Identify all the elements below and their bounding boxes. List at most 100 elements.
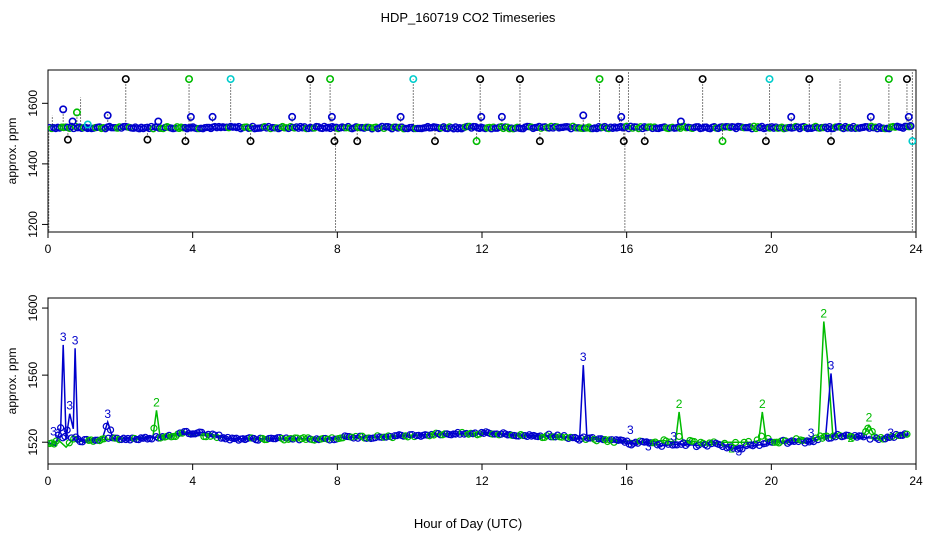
top-outlier-point <box>476 75 485 84</box>
bottom-ytick-label: 1520 <box>26 429 40 456</box>
bottom-data-point <box>682 441 690 450</box>
bottom-data-point <box>849 433 857 441</box>
bottom-data-point <box>731 438 740 447</box>
bottom-data-point <box>441 430 449 438</box>
top-xtick-label: 20 <box>765 242 779 256</box>
bottom-series-2-label: 2 <box>728 441 735 455</box>
bottom-series-3-peak-label: 3 <box>66 399 73 413</box>
top-outlier-point <box>181 137 190 146</box>
bottom-xtick-label: 20 <box>765 474 779 488</box>
top-outlier-point <box>617 112 626 121</box>
bottom-series-2-label: 2 <box>848 431 855 445</box>
top-outlier-point <box>906 122 915 131</box>
bottom-data-point <box>389 433 397 442</box>
top-outlier-point <box>246 137 255 146</box>
bottom-data-point <box>547 433 555 441</box>
top-outlier-point <box>884 75 893 84</box>
top-outlier-point <box>902 75 911 84</box>
bottom-data-point <box>827 434 835 442</box>
bottom-data-point <box>673 441 681 449</box>
bottom-ytick-label: 1560 <box>26 361 40 388</box>
bottom-series-3-peak-label: 3 <box>104 407 111 421</box>
bottom-data-point <box>339 434 347 442</box>
bottom-data-point <box>91 436 99 444</box>
top-outlier-point <box>186 112 195 121</box>
top-xtick-label: 8 <box>334 242 341 256</box>
bottom-data-point <box>52 437 60 445</box>
top-ytick-label: 1200 <box>26 211 40 238</box>
panel-top: 0 4 8 12 16 20 24 1200 1400 1600 approx. ppm <box>5 69 923 256</box>
bottom-data-point <box>894 431 902 440</box>
top-frame <box>47 69 917 233</box>
top-plot-area <box>48 70 916 232</box>
top-outlier-point <box>226 75 235 84</box>
top-outlier-point <box>515 75 524 84</box>
bottom-series-3-label: 3 <box>50 424 57 438</box>
bottom-xtick-label: 4 <box>189 474 196 488</box>
bottom-data-point <box>269 435 277 443</box>
bottom-data-point <box>744 437 753 446</box>
bottom-data-point <box>111 434 119 442</box>
bottom-data-point <box>751 440 759 448</box>
bottom-data-point <box>757 432 766 440</box>
top-outlier-point <box>827 137 836 146</box>
top-outlier-point <box>59 105 68 114</box>
bottom-series-3-label: 3 <box>627 423 634 437</box>
bottom-data-point <box>538 433 546 442</box>
bottom-data-point <box>72 433 80 441</box>
top-outlier-point <box>619 137 628 146</box>
x-axis-label: Hour of Day (UTC) <box>414 516 522 531</box>
top-outlier-point <box>326 75 335 84</box>
top-outlier-point <box>761 137 770 146</box>
bottom-data-point <box>63 426 71 434</box>
bottom-data-point <box>57 424 65 432</box>
bottom-series-3-label: 3 <box>887 426 894 440</box>
bottom-data-point <box>436 431 445 439</box>
bottom-series-2-line <box>48 321 909 449</box>
bottom-data-point <box>378 433 386 441</box>
bottom-series-3-peak-label: 3 <box>828 358 835 372</box>
top-ytick-label: 1400 <box>26 150 40 177</box>
top-ytick-label: 1600 <box>26 90 40 117</box>
top-outlier-point <box>327 112 336 121</box>
top-outlier-point <box>185 75 194 84</box>
top-outlier-point <box>805 75 814 84</box>
bottom-data-point <box>408 430 416 439</box>
bottom-data-point <box>150 424 158 432</box>
top-outlier-point <box>595 75 604 84</box>
bottom-xtick-label: 16 <box>620 474 634 488</box>
bottom-series-3-label: 3 <box>56 426 63 440</box>
top-y-axis-label: approx. ppm <box>5 118 19 185</box>
bottom-data-point <box>593 437 601 445</box>
top-outlier-point <box>866 112 875 121</box>
bottom-xtick-label: 8 <box>334 474 341 488</box>
top-outlier-point <box>103 111 112 120</box>
top-outlier-point <box>68 117 77 126</box>
bottom-data-point <box>70 435 78 443</box>
bottom-data-point <box>189 430 197 438</box>
top-outlier-point <box>908 137 916 146</box>
bottom-xtick-label: 0 <box>45 474 52 488</box>
bottom-data-point <box>801 439 809 447</box>
top-outlier-point <box>409 75 418 84</box>
top-outlier-point <box>765 75 774 84</box>
top-outlier-point <box>718 137 727 146</box>
bottom-data-point <box>356 432 364 440</box>
bottom-data-point <box>358 432 366 440</box>
bottom-data-point <box>280 436 288 444</box>
top-outlier-point <box>787 112 796 121</box>
bottom-series-3-peak-label: 3 <box>580 350 587 364</box>
top-outlier-point <box>306 75 315 84</box>
chart-title: HDP_160719 CO2 Timeseries <box>381 10 556 25</box>
bottom-data-point <box>226 436 234 444</box>
top-outlier-point <box>676 117 685 126</box>
bottom-series-2-peak-label: 2 <box>759 397 766 411</box>
bottom-data-point <box>106 426 115 434</box>
top-outlier-point <box>353 137 362 146</box>
top-outlier-point <box>396 112 405 121</box>
bottom-data-point <box>619 436 627 445</box>
bottom-data-point <box>810 438 818 446</box>
bottom-data-point <box>102 422 110 430</box>
